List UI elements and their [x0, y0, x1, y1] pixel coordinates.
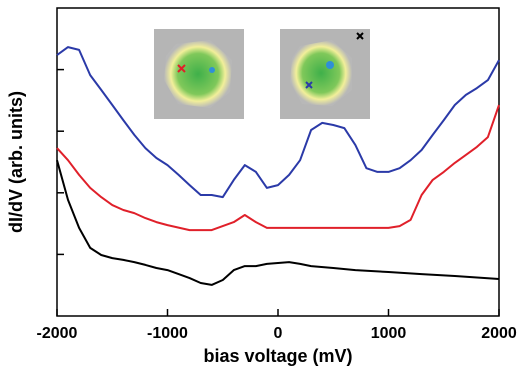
x-tick-label: 0 [274, 325, 283, 342]
x-axis-label: bias voltage (mV) [203, 346, 352, 366]
inset-right [280, 29, 370, 119]
chart: bias voltage (mV) dI/dV (arb. units) -20… [0, 0, 522, 377]
series-line [57, 47, 499, 197]
y-axis-label: dI/dV (arb. units) [6, 91, 26, 233]
inset-left [154, 29, 244, 119]
x-tick-label: -1000 [147, 325, 188, 342]
series-line [57, 105, 499, 230]
x-tick-label: 2000 [481, 325, 517, 342]
x-tick-label: 1000 [371, 325, 407, 342]
plot-frame [57, 8, 499, 316]
x-tick-label: -2000 [37, 325, 78, 342]
